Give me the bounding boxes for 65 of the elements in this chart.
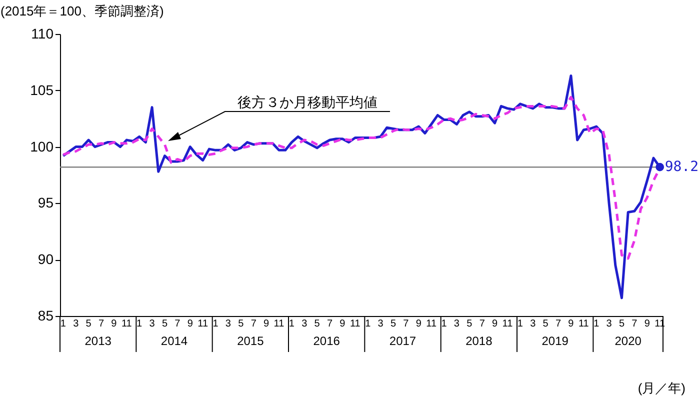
x-tick-label: 5	[314, 318, 320, 330]
x-tick-label: 1	[441, 318, 448, 330]
text: 2015	[237, 334, 264, 348]
x-tick-label: 1	[60, 318, 66, 330]
x-tick-label: 9	[340, 318, 346, 330]
annotation: 後方３か月移動平均値	[238, 94, 378, 110]
x-tick-label: 11	[121, 318, 132, 330]
x-tick-label: 1	[136, 318, 143, 330]
x-tick-label: 5	[466, 318, 473, 330]
text: 2020	[614, 334, 642, 348]
text: 2016	[313, 334, 340, 348]
x-tick-label: 7	[555, 318, 562, 330]
x-tick-label: 3	[225, 318, 232, 330]
x-tick-label: 3	[530, 318, 536, 330]
x-tick-label: 5	[162, 318, 168, 330]
x-tick-label: 9	[187, 318, 194, 330]
x-tick-label: 1	[212, 318, 219, 330]
x-tick-label: 3	[454, 318, 460, 330]
x-tick-label: 11	[274, 318, 285, 330]
x-tick-label: 9	[644, 318, 650, 330]
x-tick-label: 9	[111, 318, 118, 330]
x-tick-label: 9	[416, 318, 422, 330]
x-tick-label: 9	[568, 318, 574, 330]
y-tick-label: 105	[30, 82, 54, 98]
x-tick-label: 5	[542, 318, 549, 330]
y-tick-label: 110	[31, 26, 54, 42]
x-tick-label: 7	[174, 318, 181, 330]
x-tick-label: 7	[479, 318, 486, 330]
text: 2014	[160, 334, 188, 348]
x-tick-label: 11	[578, 318, 590, 330]
x-tick-label: 5	[618, 318, 625, 330]
text: 2019	[542, 334, 569, 348]
x-tick-label: 3	[73, 318, 80, 330]
x-tick-label: 11	[350, 318, 361, 330]
x-tick-label: 1	[594, 318, 600, 330]
x-tick-label: 1	[288, 318, 295, 330]
x-tick-label: 11	[426, 318, 437, 330]
x-tick-label: 11	[502, 318, 514, 330]
x-tick-label: 5	[390, 318, 396, 330]
x-tick-label: 5	[238, 318, 244, 330]
x-tick-label: 7	[326, 318, 333, 330]
text: 2018	[466, 334, 493, 348]
x-tick-label: 7	[632, 318, 638, 330]
x-axis-title: (月／年)	[638, 380, 686, 396]
x-tick-label: 3	[302, 318, 308, 330]
y-tick-label: 95	[38, 194, 54, 211]
x-tick-label: 1	[517, 318, 524, 330]
y-tick-label: 100	[30, 138, 54, 154]
x-tick-label: 7	[98, 318, 104, 330]
x-tick-label: 9	[492, 318, 498, 330]
x-tick-label: 7	[403, 318, 410, 330]
text: 2013	[84, 334, 112, 348]
x-tick-label: 3	[606, 318, 612, 330]
x-tick-label: 7	[250, 318, 257, 330]
y-axis-title: (2015年＝100、季節調整済)	[0, 4, 164, 18]
y-tick-label: 90	[38, 251, 54, 268]
x-tick-label: 5	[86, 318, 92, 330]
x-tick-label: 1	[365, 318, 372, 330]
y-tick-label: 85	[38, 308, 54, 324]
text: 2017	[389, 334, 416, 348]
data-label: 98.2	[664, 159, 699, 176]
x-tick-label: 11	[198, 318, 208, 330]
x-tick-label: 3	[149, 318, 156, 330]
x-tick-label: 9	[264, 318, 270, 330]
x-tick-label: 3	[378, 318, 384, 330]
